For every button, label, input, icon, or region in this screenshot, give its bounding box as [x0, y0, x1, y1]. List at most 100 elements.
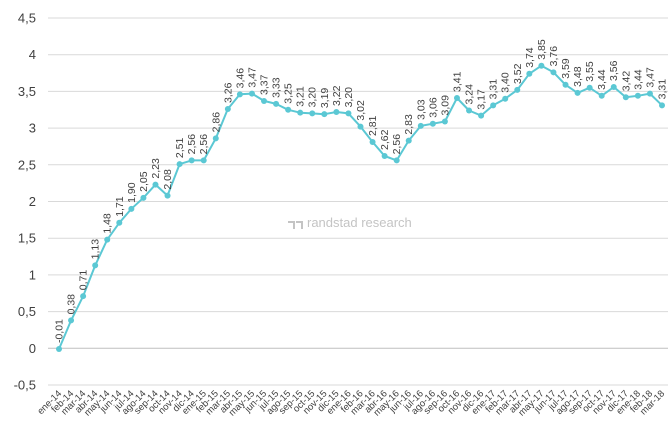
randstad-research-watermark: randstad research	[288, 215, 412, 230]
data-label: 3,26	[222, 82, 234, 103]
data-point	[429, 120, 436, 127]
data-label: 1,48	[102, 213, 114, 234]
data-label: 3,74	[524, 47, 536, 68]
data-label: 3,20	[343, 87, 355, 108]
data-point	[490, 102, 497, 109]
data-point	[248, 90, 255, 97]
data-label: 0,71	[78, 270, 90, 291]
data-point	[104, 236, 111, 243]
data-point	[369, 139, 376, 146]
data-point	[56, 346, 62, 353]
watermark-text: randstad research	[307, 215, 412, 230]
data-point	[622, 94, 629, 101]
data-labels: -0,010,380,711,131,481,711,902,052,232,0…	[54, 39, 669, 343]
y-tick-label: 2,5	[18, 157, 36, 172]
data-label: 3,76	[548, 46, 560, 67]
data-label: 1,71	[114, 196, 126, 217]
data-point	[236, 91, 243, 98]
data-label: 3,20	[307, 87, 319, 108]
data-label: 3,44	[596, 69, 608, 90]
y-tick-label: 3	[29, 121, 36, 136]
data-point	[574, 89, 581, 96]
y-tick-label: 1	[29, 267, 36, 282]
data-label: 3,31	[657, 79, 669, 100]
y-tick-label: 0	[29, 341, 36, 356]
data-point	[333, 108, 340, 115]
data-point	[261, 97, 268, 104]
y-tick-label: 2	[29, 194, 36, 209]
data-point	[466, 107, 473, 114]
data-point	[224, 106, 231, 113]
data-label: 3,03	[415, 99, 427, 120]
data-label: 3,56	[608, 60, 620, 81]
data-point	[212, 135, 219, 142]
y-tick-label: 1,5	[18, 231, 36, 246]
data-label: 3,21	[295, 86, 307, 107]
data-point	[598, 92, 605, 99]
data-label: 2,23	[150, 158, 162, 179]
series-points	[56, 62, 665, 353]
data-label: -0,01	[54, 319, 66, 343]
data-point	[152, 181, 159, 188]
y-tick-label: 3,5	[18, 84, 36, 99]
data-label: 3,24	[464, 84, 476, 105]
data-point	[526, 70, 533, 77]
data-label: 0,38	[66, 294, 78, 315]
data-label: 3,48	[572, 66, 584, 87]
data-label: 3,33	[271, 77, 283, 98]
data-label: 2,81	[367, 115, 379, 136]
data-label: 3,52	[512, 63, 524, 84]
data-label: 2,83	[403, 114, 415, 135]
data-point	[453, 95, 460, 102]
data-point	[345, 110, 352, 117]
data-label: 2,62	[379, 129, 391, 150]
x-axis: ene-14feb-14mar-14abr-14may-14jun-14jul-…	[35, 388, 667, 418]
y-axis: -0,5 0 0,5 1 1,5 2 2,5 3 3,5 4 4,5	[14, 11, 36, 393]
data-point	[92, 262, 99, 269]
data-point	[188, 157, 195, 164]
data-label: 2,56	[391, 134, 403, 155]
data-point	[381, 152, 388, 159]
data-label: 3,19	[319, 88, 331, 109]
data-point	[478, 112, 485, 119]
data-label: 3,44	[632, 69, 644, 90]
data-point	[646, 90, 653, 97]
data-point	[441, 118, 448, 125]
data-point	[116, 219, 123, 226]
data-point	[128, 205, 135, 212]
data-label: 3,17	[476, 89, 488, 110]
y-tick-label: -0,5	[14, 378, 36, 393]
data-point	[514, 86, 521, 93]
data-point	[586, 84, 593, 91]
data-label: 3,47	[246, 67, 258, 88]
data-point	[297, 109, 304, 116]
data-label: 3,02	[355, 100, 367, 121]
data-label: 3,09	[439, 95, 451, 116]
data-point	[659, 102, 665, 109]
data-label: 3,41	[451, 71, 463, 92]
data-point	[140, 194, 147, 201]
data-label: 3,22	[331, 85, 343, 106]
data-point	[176, 161, 183, 168]
y-tick-label: 4	[29, 47, 36, 62]
randstad-logo-icon	[288, 221, 303, 229]
data-label: 3,85	[536, 39, 548, 60]
y-tick-label: 4,5	[18, 11, 36, 26]
data-point	[68, 317, 75, 324]
data-label: 3,25	[283, 83, 295, 104]
data-label: 3,55	[584, 61, 596, 82]
data-point	[80, 293, 87, 300]
data-label: 2,51	[174, 137, 186, 158]
data-label: 3,31	[488, 79, 500, 100]
data-point	[417, 122, 424, 129]
data-point	[405, 137, 412, 144]
data-label: 1,90	[126, 182, 138, 203]
data-point	[321, 111, 328, 118]
data-label: 2,56	[198, 134, 210, 155]
data-label: 3,06	[427, 97, 439, 118]
data-point	[634, 92, 641, 99]
y-tick-label: 0,5	[18, 304, 36, 319]
data-point	[285, 106, 292, 113]
